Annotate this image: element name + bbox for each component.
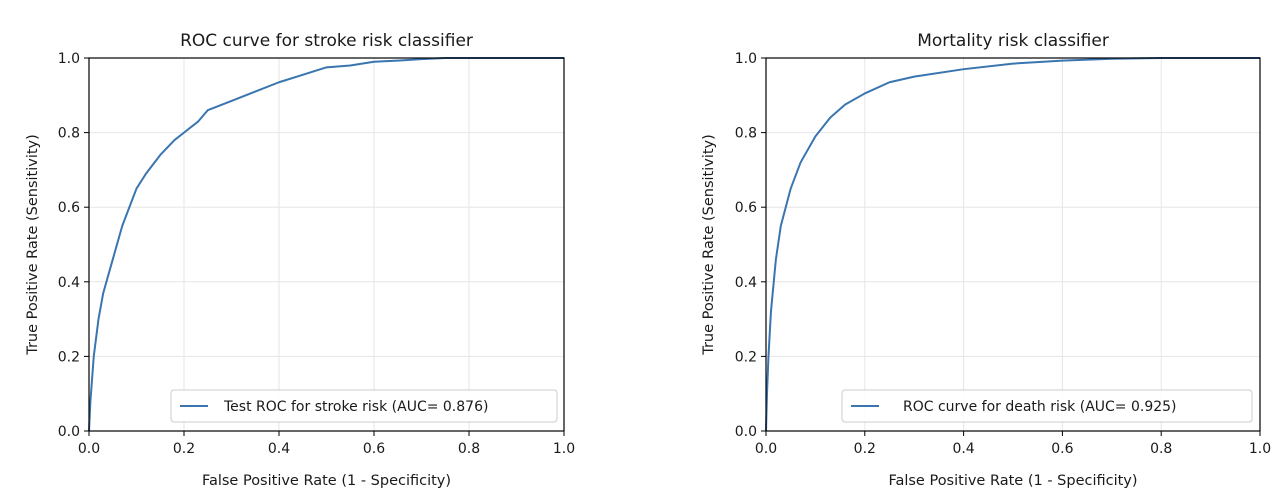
- plot-frame: [766, 58, 1260, 431]
- y-axis-label: True Positive Rate (Sensitivity): [701, 134, 717, 356]
- stroke-roc-chart: 0.0 0.2 0.4 0.6 0.8 1.0 0.0 0.2 0.4 0.6 0.8 1.0 ROC…: [25, 31, 575, 489]
- x-tick-label: 0.4: [268, 441, 290, 457]
- chart-title: ROC curve for stroke risk classifier: [180, 31, 473, 51]
- chart-title: Mortality risk classifier: [917, 31, 1109, 51]
- x-tick-label: 0.4: [952, 441, 974, 457]
- x-tick-label: 1.0: [1249, 441, 1271, 457]
- y-tick-label: 1.0: [58, 51, 80, 67]
- grid: [89, 58, 564, 431]
- legend: Test ROC for stroke risk (AUC= 0.876): [171, 390, 557, 422]
- legend-entry: ROC curve for death risk (AUC= 0.925): [903, 399, 1177, 415]
- plot-frame: [89, 58, 564, 431]
- x-axis-label: False Positive Rate (1 - Specificity): [202, 473, 451, 489]
- x-axis-label: False Positive Rate (1 - Specificity): [888, 473, 1137, 489]
- y-tick-label: 0.2: [58, 349, 80, 365]
- x-tick-label: 0.2: [854, 441, 876, 457]
- x-tick-label: 0.0: [755, 441, 777, 457]
- roc-curve-layer: [766, 58, 1260, 431]
- x-tick-label: 1.0: [553, 441, 575, 457]
- x-tick-label: 0.6: [1051, 441, 1073, 457]
- y-tick-label: 0.6: [58, 200, 80, 216]
- x-tick-label: 0.2: [173, 441, 195, 457]
- y-tick-label: 0.8: [735, 126, 757, 142]
- y-axis-label: True Positive Rate (Sensitivity): [25, 134, 41, 356]
- roc-curve: [766, 58, 1260, 431]
- x-tick-label: 0.8: [458, 441, 480, 457]
- y-tick-label: 1.0: [735, 51, 757, 67]
- x-tick-label: 0.6: [363, 441, 385, 457]
- roc-curve-layer: [89, 58, 564, 431]
- y-tick-label: 0.4: [735, 275, 757, 291]
- y-tick-label: 0.8: [58, 126, 80, 142]
- y-tick-label: 0.2: [735, 349, 757, 365]
- mortality-roc-chart: 0.0 0.2 0.4 0.6 0.8 1.0 0.0 0.2 0.4 0.6 0.8 1.0 Mor…: [701, 31, 1271, 489]
- x-tick-label: 0.0: [78, 441, 100, 457]
- y-tick-label: 0.0: [735, 424, 757, 440]
- y-tick-label: 0.0: [58, 424, 80, 440]
- x-tick-label: 0.8: [1150, 441, 1172, 457]
- legend: ROC curve for death risk (AUC= 0.925): [842, 390, 1252, 422]
- y-tick-label: 0.4: [58, 275, 80, 291]
- grid: [766, 58, 1260, 431]
- roc-curve: [89, 58, 564, 431]
- y-tick-label: 0.6: [735, 200, 757, 216]
- legend-entry: Test ROC for stroke risk (AUC= 0.876): [223, 399, 488, 415]
